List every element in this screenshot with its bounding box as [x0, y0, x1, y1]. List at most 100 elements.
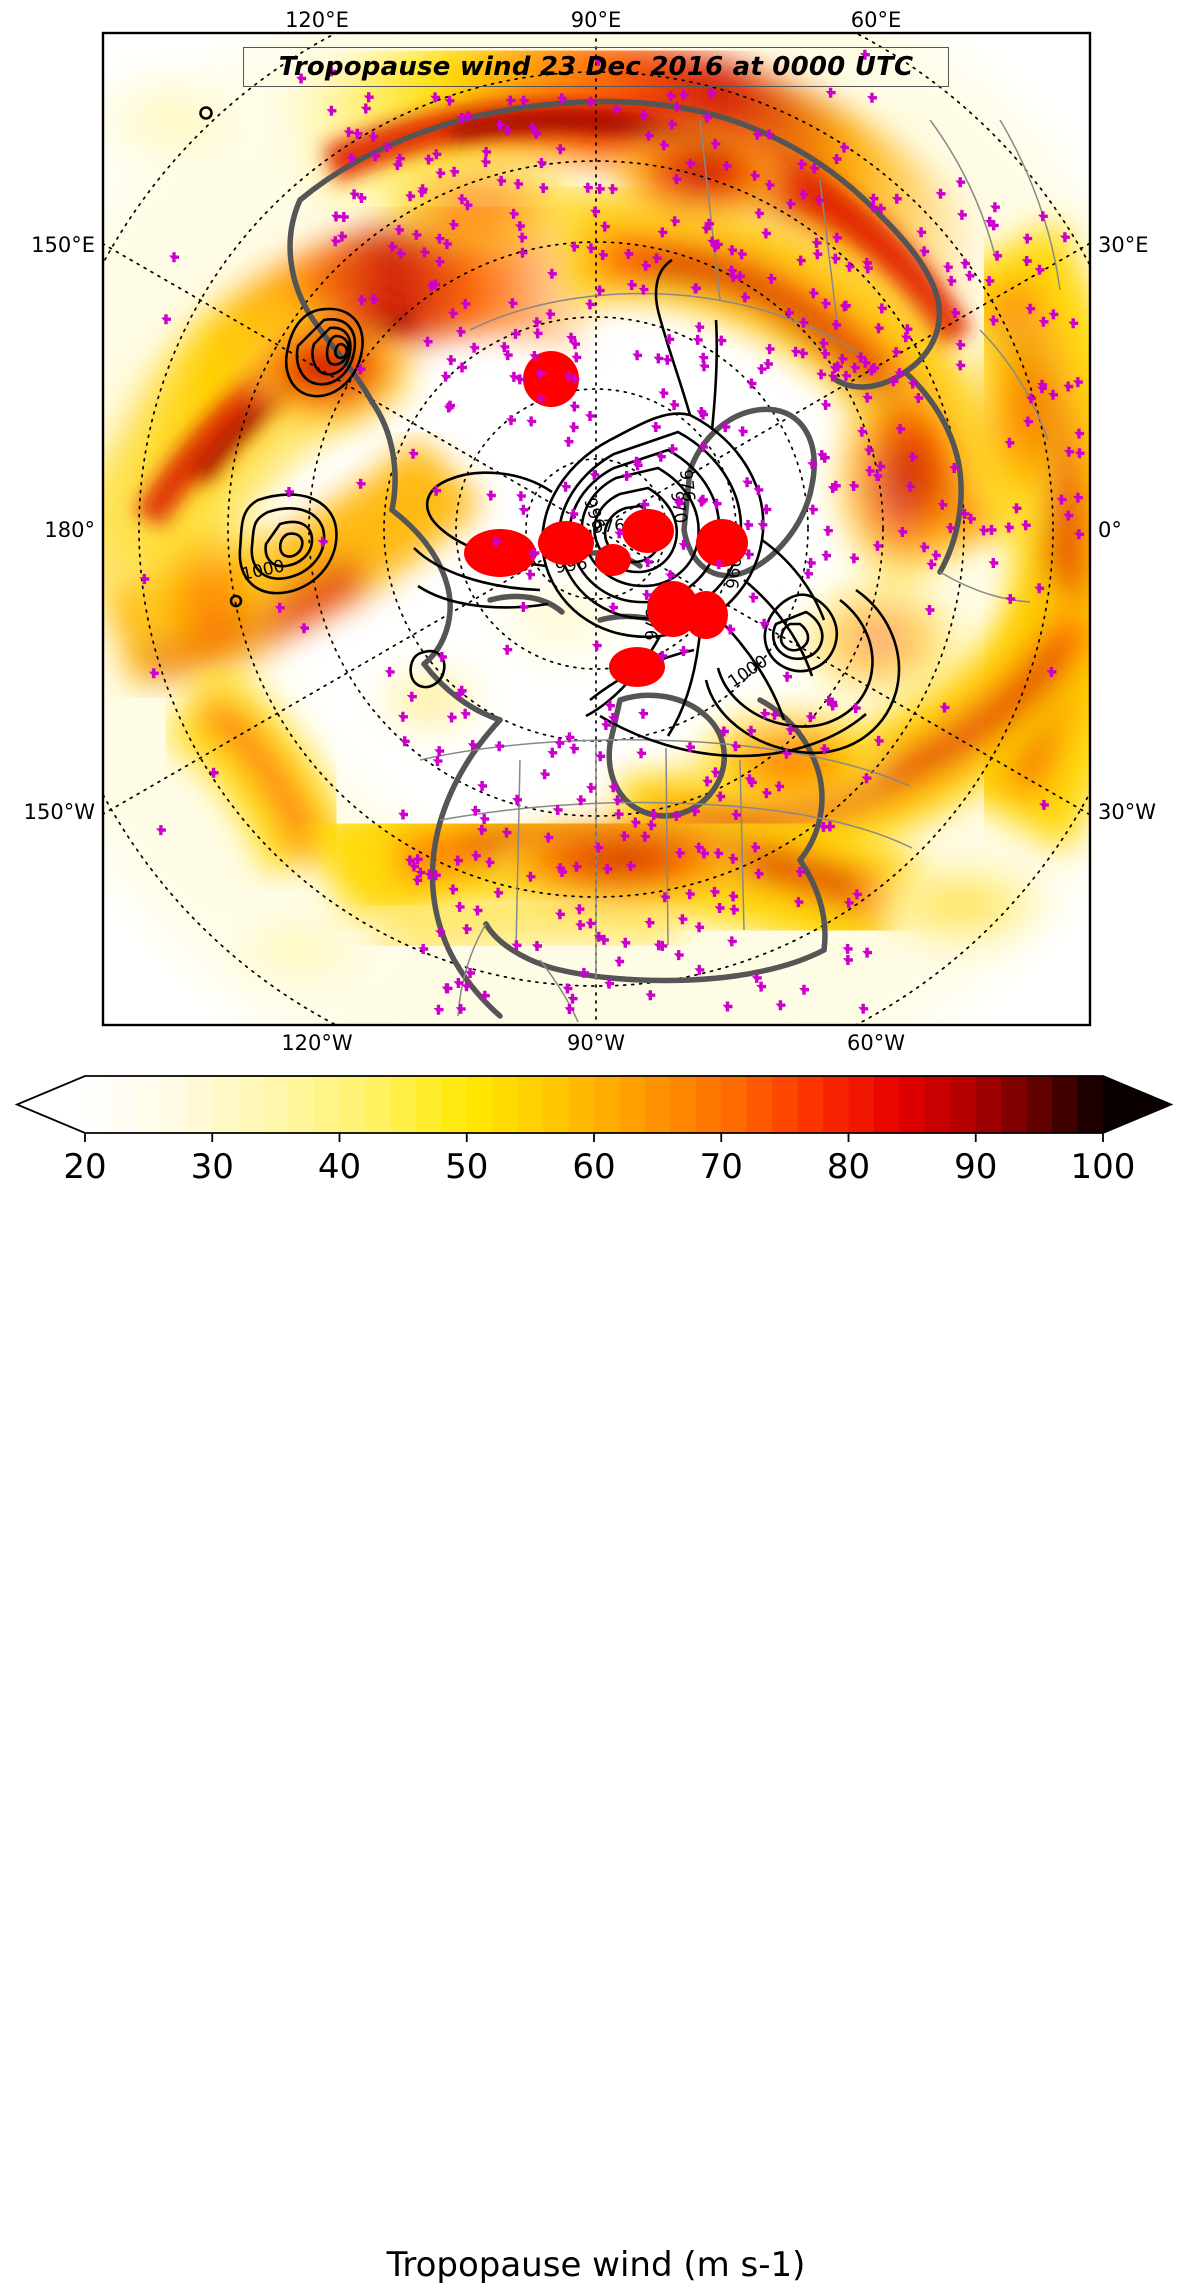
- plus-marker: [349, 189, 360, 200]
- plus-marker: [394, 153, 405, 164]
- plus-marker: [757, 519, 768, 530]
- plus-marker: [678, 646, 689, 656]
- plus-marker: [591, 640, 602, 651]
- plus-marker: [1025, 303, 1036, 314]
- plus-marker: [423, 154, 434, 165]
- plus-marker: [639, 831, 650, 842]
- plus-marker: [642, 557, 653, 568]
- plus-marker: [435, 927, 446, 937]
- plus-marker: [1021, 255, 1032, 266]
- colorbar-ticks: [84, 1133, 1104, 1142]
- axis-label-left-0: 150°E: [31, 233, 95, 257]
- colorbar-svg: [14, 1075, 1174, 1142]
- axis-label-bottom-0: 120°W: [281, 1031, 353, 1055]
- plus-marker: [795, 866, 805, 877]
- colorbar-band: [1077, 1076, 1104, 1133]
- plus-marker: [426, 280, 437, 291]
- plus-marker: [796, 159, 807, 170]
- colorbar-band: [568, 1076, 595, 1133]
- plus-marker: [494, 120, 505, 131]
- plus-marker: [326, 66, 337, 77]
- plus-marker: [148, 668, 159, 679]
- plus-marker: [602, 864, 613, 875]
- plus-marker: [797, 348, 808, 359]
- plus-marker: [764, 180, 775, 191]
- plus-marker: [518, 95, 529, 106]
- colorbar-band: [517, 1076, 544, 1133]
- plus-marker: [538, 183, 549, 194]
- plus-marker: [924, 605, 935, 615]
- plus-marker: [575, 795, 586, 806]
- plus-marker: [959, 508, 970, 519]
- plus-marker: [841, 370, 851, 381]
- plus-marker: [812, 249, 823, 260]
- plus-marker: [746, 725, 756, 736]
- plus-marker: [759, 618, 770, 629]
- plus-marker: [614, 528, 625, 539]
- plus-marker: [560, 481, 571, 492]
- plus-marker: [557, 867, 567, 877]
- plus-marker: [435, 168, 446, 179]
- plus-marker: [860, 357, 871, 368]
- plus-marker: [356, 193, 367, 203]
- plus-marker: [863, 445, 874, 456]
- plus-marker: [641, 589, 652, 600]
- plus-marker: [555, 863, 566, 874]
- plus-marker: [552, 804, 563, 815]
- plus-marker: [531, 128, 541, 139]
- plus-marker: [711, 498, 722, 509]
- plus-marker: [662, 354, 673, 365]
- plus-marker: [563, 371, 574, 382]
- station-markers: [139, 49, 1085, 1015]
- plus-marker: [988, 315, 999, 326]
- plus-marker: [399, 736, 410, 747]
- plus-marker: [569, 241, 580, 252]
- plus-marker: [506, 415, 516, 426]
- plus-marker: [590, 206, 600, 217]
- plus-marker: [621, 470, 632, 481]
- plus-marker: [799, 984, 809, 995]
- plus-marker: [902, 324, 913, 335]
- plus-marker: [840, 300, 851, 311]
- plus-marker: [430, 870, 441, 881]
- plus-marker: [685, 742, 695, 753]
- plus-marker: [480, 157, 491, 168]
- plus-marker: [726, 936, 737, 947]
- plus-marker: [479, 814, 490, 824]
- plus-marker: [743, 520, 753, 530]
- plus-marker: [712, 239, 723, 250]
- plus-marker: [684, 889, 695, 900]
- axis-label-top-2: 60°E: [850, 8, 902, 32]
- axis-label-right-2: 30°W: [1098, 800, 1156, 824]
- plus-marker: [527, 549, 538, 560]
- plus-marker: [696, 496, 707, 507]
- plus-marker: [964, 270, 975, 281]
- plus-marker: [502, 125, 513, 136]
- plus-marker: [443, 402, 454, 413]
- plus-marker: [916, 227, 927, 238]
- plus-marker: [742, 477, 753, 488]
- plus-marker: [873, 323, 884, 334]
- plus-marker: [785, 198, 796, 209]
- plus-marker: [734, 271, 745, 282]
- plus-marker: [761, 788, 772, 799]
- plus-marker: [753, 868, 764, 879]
- plus-marker: [411, 229, 422, 240]
- plus-marker: [406, 691, 417, 702]
- plus-marker: [585, 96, 596, 107]
- plus-marker: [697, 442, 708, 452]
- plus-marker: [517, 232, 528, 243]
- plus-marker: [1059, 232, 1070, 243]
- plus-marker: [630, 817, 641, 828]
- plus-marker: [638, 284, 649, 295]
- plus-marker: [604, 978, 615, 989]
- plus-marker: [805, 558, 816, 568]
- plus-marker: [525, 569, 535, 580]
- plus-marker: [766, 273, 777, 284]
- plus-marker: [669, 400, 680, 410]
- plus-marker: [1037, 211, 1048, 222]
- plus-marker: [831, 320, 841, 330]
- plus-marker: [620, 937, 631, 948]
- svg-text:976: 976: [675, 468, 698, 502]
- plus-marker: [820, 298, 831, 309]
